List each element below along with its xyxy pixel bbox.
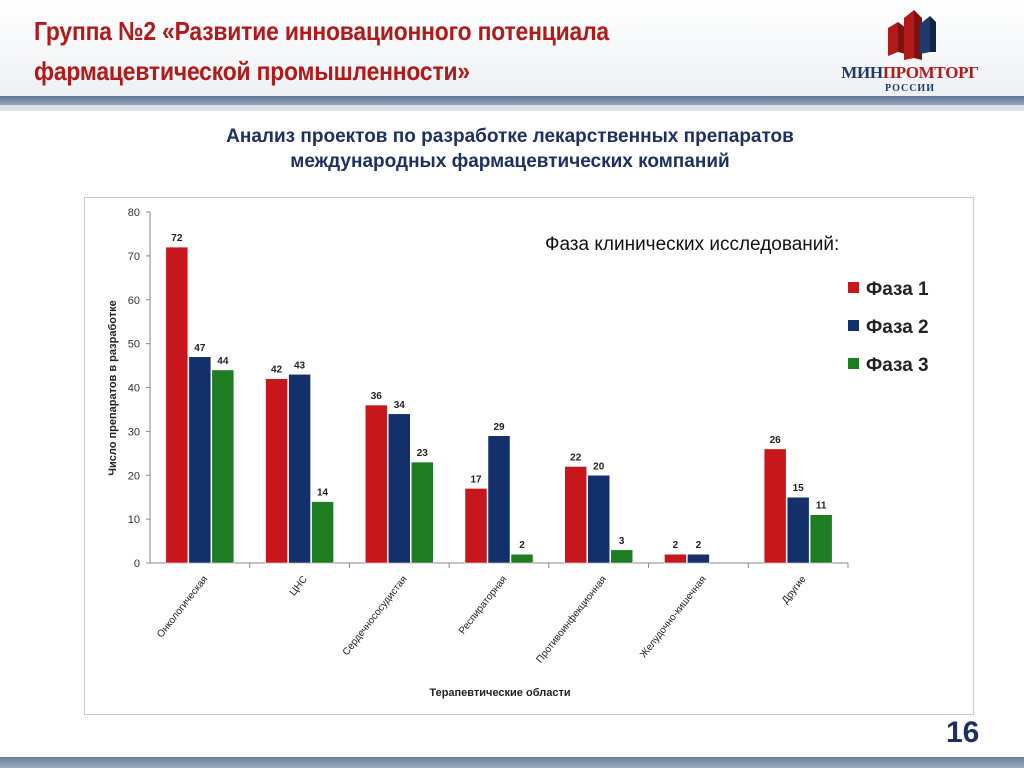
bar-phase-2 [188,356,212,564]
chart-heading-line-1: Анализ проектов по разработке лекарствен… [226,126,794,147]
y-tick-label: 20 [128,470,140,482]
x-tick-label: Онкологическая [155,574,210,640]
bar-phase-2 [786,496,810,564]
bar-value-label: 36 [371,391,383,402]
x-axis-title: Терапевтические области [429,687,570,699]
bar-value-label: 2 [696,540,702,551]
bar-phase-1 [664,553,687,564]
bar-value-label: 11 [816,501,827,512]
bar-phase-2 [687,553,710,564]
bar-phase-2 [388,413,411,564]
bar-phase-1 [165,246,189,564]
x-tick-label: Желудочно-кишечная [638,574,709,660]
x-tick-label: Другие [780,574,809,606]
bar-value-label: 47 [194,343,206,354]
bar-phase-3 [411,461,434,564]
bar-phase-2 [487,435,511,564]
header-divider-light [0,105,1024,111]
bar-value-label: 2 [673,540,679,551]
bar-value-label: 3 [619,536,625,547]
legend-caption: Фаза клинических исследований: [545,234,840,255]
x-tick-label: Противоинфекционная [534,573,609,665]
y-tick-label: 10 [128,514,140,526]
y-tick-label: 70 [128,251,140,263]
logo-country: РОССИИ [885,83,935,94]
y-tick-label: 60 [128,295,140,307]
bar-value-label: 29 [493,422,505,433]
bar-value-label: 23 [417,448,429,459]
legend-swatch-phase-1 [848,282,859,293]
footer-bar [0,757,1024,768]
y-tick-label: 30 [128,426,140,438]
bar-phase-3 [610,549,633,564]
bar-phase-1 [265,378,288,564]
legend-swatch-phase-3 [848,358,859,369]
bar-phase-1 [464,488,488,564]
bar-phase-3 [311,501,334,564]
legend-label-phase-1: Фаза 1 [866,279,929,300]
bar-value-label: 44 [217,356,229,367]
logo-wordmark: МИНПРОМТОРГ [841,63,979,82]
slide-title-line-1: Группа №2 «Развитие инновационного потен… [34,16,609,46]
bar-value-label: 26 [770,435,782,446]
bar-phase-1 [763,448,787,564]
slide-header: Группа №2 «Развитие инновационного потен… [0,0,1024,96]
chart-heading: Анализ проектов по разработке лекарствен… [100,124,920,174]
bar-value-label: 14 [317,488,329,499]
bar-value-label: 22 [570,452,582,463]
bar-value-label: 15 [793,483,805,494]
x-tick-label: Респираторная [457,574,509,637]
bar-phase-1 [564,466,587,564]
legend-label-phase-2: Фаза 2 [866,317,929,338]
bar-value-label: 42 [271,365,283,376]
bar-value-label: 34 [394,400,406,411]
slide-title-line-2: фармацевтической промышленности» [34,56,470,86]
y-tick-label: 0 [134,558,140,570]
bar-value-label: 43 [294,360,306,371]
bar-phase-2 [288,374,311,564]
y-tick-label: 80 [128,207,140,219]
page-number: 16 [946,716,980,749]
y-tick-label: 50 [128,339,140,351]
bar-phase-3 [510,553,534,564]
bar-phase-3 [211,369,235,564]
legend-label-phase-3: Фаза 3 [866,355,929,376]
chart-heading-line-2: международных фармацевтических компаний [290,151,730,172]
bar-value-label: 17 [470,474,482,485]
bar-phase-2 [587,475,610,564]
x-tick-label: Сердечнососудистая [341,574,410,658]
header-divider [0,96,1024,105]
bar-phase-3 [809,514,833,564]
legend-swatch-phase-2 [848,320,859,331]
minpromtorg-logo: МИНПРОМТОРГ РОССИИ [840,8,980,94]
building-columns-icon [888,10,936,60]
bar-phase-1 [365,404,388,564]
bar-value-label: 2 [519,540,525,551]
x-tick-label: ЦНС [288,574,310,598]
y-tick-label: 40 [128,383,140,395]
bar-value-label: 20 [593,461,605,472]
y-axis-title: Число препаратов в разработке [107,300,119,475]
bar-value-label: 72 [171,233,183,244]
